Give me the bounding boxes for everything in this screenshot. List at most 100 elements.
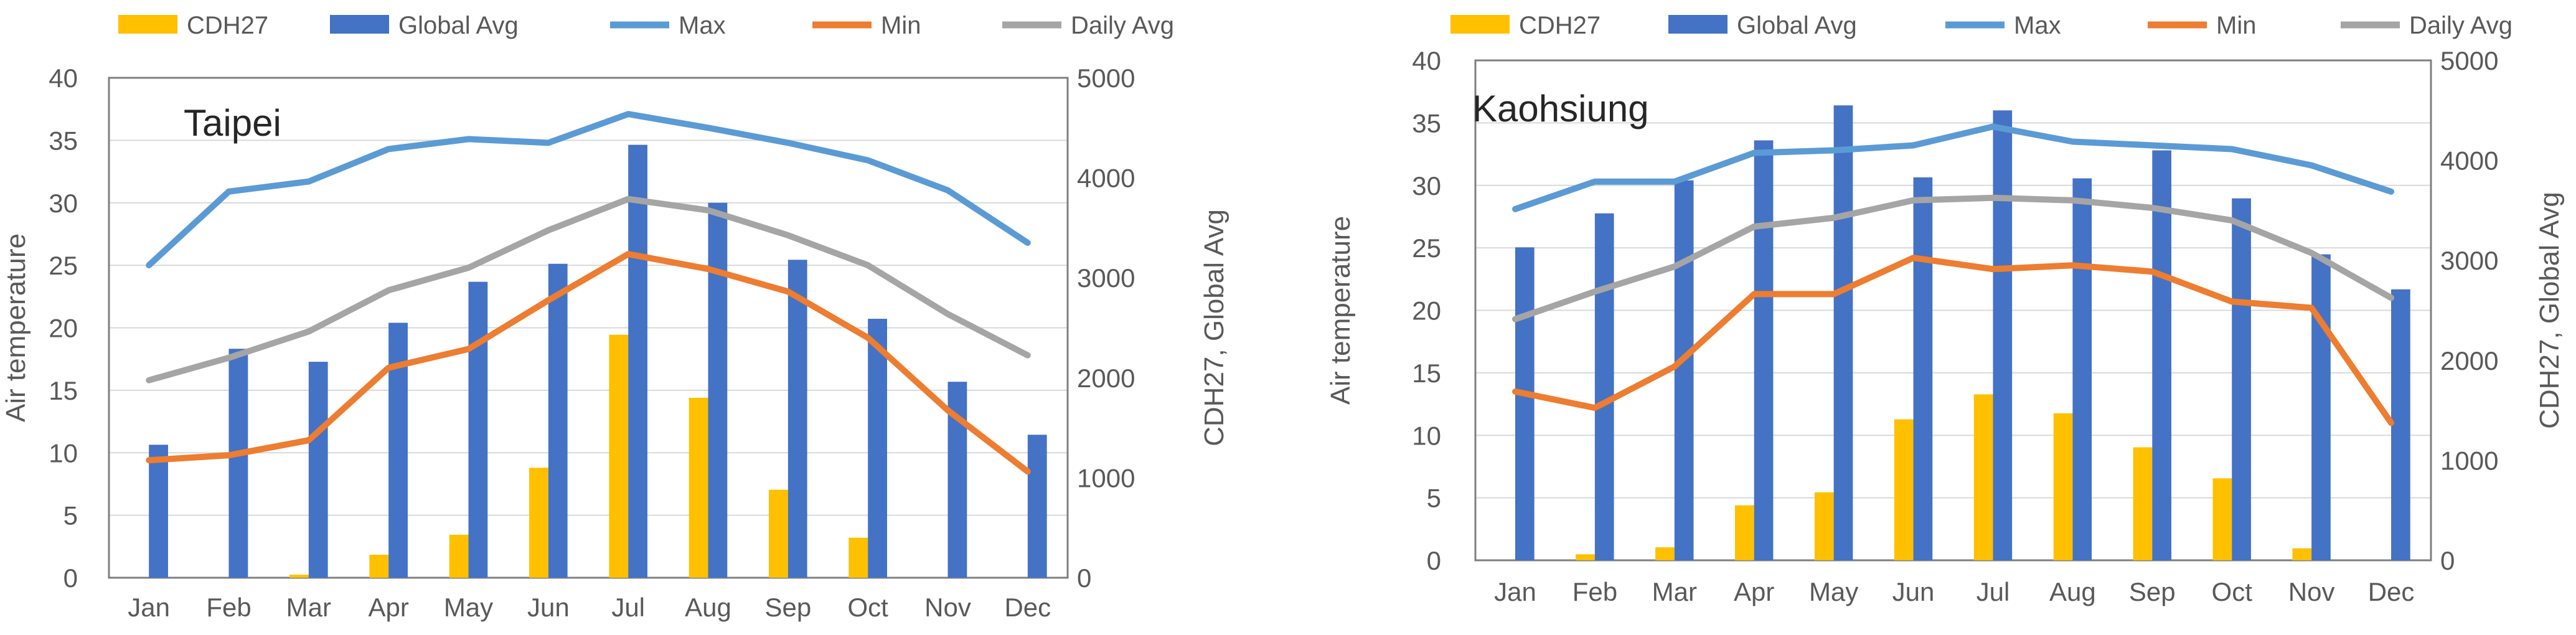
y-tick-label: 30 — [49, 189, 78, 218]
legend-label-global_avg: Global Avg — [1737, 12, 1857, 39]
legend-swatch-cdh27 — [118, 15, 177, 34]
legend-swatch-global_avg — [1668, 15, 1728, 34]
y-tick-label: 35 — [49, 126, 78, 155]
y-tick-label: 40 — [49, 64, 78, 93]
legend-label-max: Max — [679, 12, 726, 39]
y-tick-label: 20 — [1412, 296, 1441, 326]
bar-global-avg-dec — [2391, 289, 2410, 560]
line-min — [146, 251, 1031, 475]
bar-cdh27-jun — [1894, 419, 1914, 560]
y-axis-title: Air temperature — [1325, 216, 1356, 405]
bar-cdh27-aug — [2053, 413, 2073, 560]
y2-tick-label: 4000 — [1077, 164, 1135, 193]
bar-global-avg-may — [468, 281, 488, 578]
y2-tick-label: 5000 — [1077, 64, 1135, 93]
y2-tick-label: 0 — [2440, 546, 2455, 575]
bar-cdh27-jun — [529, 468, 548, 578]
y2-tick-label: 1000 — [1077, 463, 1135, 492]
bar-cdh27-nov — [2292, 548, 2312, 560]
y-tick-label: 25 — [49, 251, 78, 280]
legend-label-daily_avg: Daily Avg — [2409, 12, 2513, 39]
line-daily-avg — [146, 195, 1031, 383]
x-tick-label-jun: Jun — [1892, 577, 1935, 606]
line-daily-avg — [1512, 194, 2394, 322]
chart-title: Kaohsiung — [1472, 88, 1649, 129]
taipei-chart: CDH27 Global Avg Max Min Daily Avg 0 5 10 15 20 25… — [1, 12, 1229, 622]
x-tick-label-nov: Nov — [2288, 577, 2335, 606]
x-tick-label-jan: Jan — [128, 593, 170, 622]
y2-tick-label: 3000 — [1077, 263, 1135, 293]
y2-axis-title: CDH27, Global Avg — [2534, 192, 2565, 429]
y-tick-label: 0 — [63, 563, 78, 593]
bar-global-avg-may — [1833, 105, 1853, 560]
line-min — [1512, 255, 2394, 426]
line-max — [1512, 123, 2394, 212]
chart-title: Taipei — [184, 102, 281, 144]
y2-axis-title: CDH27, Global Avg — [1199, 209, 1229, 446]
bar-global-avg-nov — [2311, 254, 2331, 560]
x-tick-label-jul: Jul — [611, 593, 645, 622]
bar-cdh27-jul — [1973, 394, 1993, 560]
bar-cdh27-may — [449, 534, 469, 578]
y-tick-label: 15 — [1412, 359, 1441, 388]
bar-cdh27-aug — [689, 397, 708, 578]
bar-global-avg-apr — [1754, 140, 1774, 561]
kaohsiung-chart: CDH27 Global Avg Max Min Daily Avg 0 5 10 15 20 25… — [1325, 12, 2565, 606]
y2-axis-ticks: 0 1000 2000 3000 4000 5000 — [1077, 64, 1135, 593]
x-tick-label-jun: Jun — [527, 593, 570, 622]
bar-cdh27-feb — [1576, 554, 1595, 560]
legend-label-min: Min — [2216, 12, 2256, 39]
x-tick-label-feb: Feb — [206, 593, 251, 622]
plot-frame — [1474, 59, 2432, 562]
bar-global-avg-jan — [1515, 247, 1535, 560]
lines — [146, 111, 1031, 475]
y-tick-label: 15 — [49, 376, 78, 405]
x-tick-label-dec: Dec — [1004, 593, 1051, 622]
line-max — [146, 111, 1031, 269]
legend-label-cdh27: CDH27 — [187, 12, 268, 39]
bar-global-avg-oct — [2232, 198, 2251, 560]
bar-cdh27-sep — [769, 489, 788, 578]
bar-global-avg-aug — [708, 202, 728, 578]
legend: CDH27 Global Avg Max Min Daily Avg — [1450, 12, 2513, 39]
y-tick-label: 40 — [1412, 46, 1441, 75]
bar-global-avg-mar — [308, 362, 328, 578]
x-tick-label-dec: Dec — [2368, 577, 2415, 606]
x-tick-label-jul: Jul — [1977, 577, 2010, 606]
bar-global-avg-feb — [1594, 213, 1614, 560]
x-tick-label-aug: Aug — [685, 593, 731, 622]
x-tick-label-mar: Mar — [286, 593, 331, 622]
bars — [1515, 105, 2410, 561]
y-tick-label: 5 — [63, 501, 78, 530]
x-tick-label-apr: Apr — [1734, 577, 1774, 606]
bar-cdh27-apr — [369, 555, 389, 578]
y2-tick-label: 3000 — [2440, 246, 2498, 275]
bar-global-avg-sep — [2152, 150, 2171, 561]
x-tick-label-nov: Nov — [924, 593, 971, 622]
x-tick-label-mar: Mar — [1652, 577, 1697, 606]
legend: CDH27 Global Avg Max Min Daily Avg — [118, 12, 1174, 39]
y2-tick-label: 5000 — [2440, 46, 2498, 75]
bar-global-avg-jan — [149, 444, 168, 578]
legend-label-cdh27: CDH27 — [1519, 12, 1601, 39]
bar-global-avg-dec — [1027, 435, 1047, 578]
y-tick-label: 20 — [49, 314, 78, 343]
x-tick-label-apr: Apr — [368, 593, 408, 622]
y-tick-label: 0 — [1427, 546, 1441, 575]
bar-global-avg-jul — [1993, 110, 2013, 561]
y-axis-title: Air temperature — [1, 233, 31, 422]
x-tick-label-oct: Oct — [2212, 577, 2253, 606]
y-tick-label: 30 — [1412, 171, 1441, 200]
legend-swatch-cdh27 — [1450, 15, 1510, 34]
x-tick-label-jan: Jan — [1494, 577, 1536, 606]
bar-global-avg-jun — [548, 263, 568, 578]
y2-tick-label: 1000 — [2440, 446, 2498, 475]
x-tick-label-sep: Sep — [764, 593, 811, 622]
bar-global-avg-oct — [868, 319, 887, 578]
y2-tick-label: 4000 — [2440, 146, 2498, 176]
y-tick-label: 5 — [1427, 484, 1441, 513]
y2-tick-label: 0 — [1077, 563, 1091, 593]
legend-label-max: Max — [2014, 12, 2061, 39]
legend-label-global_avg: Global Avg — [398, 12, 519, 39]
